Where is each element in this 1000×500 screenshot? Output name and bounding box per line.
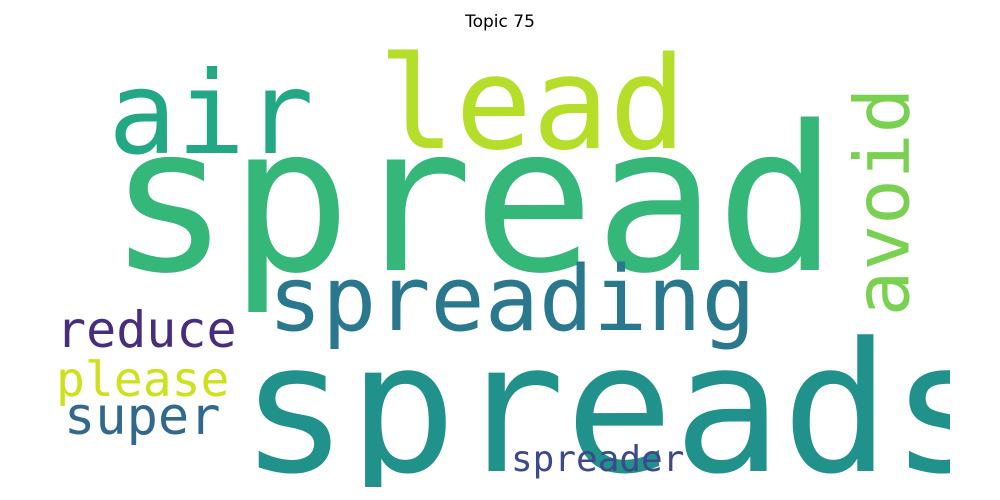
word-spreader: spreader [511, 439, 685, 480]
chart-title: Topic 75 [465, 12, 535, 32]
word-air: air [108, 47, 314, 180]
word-reduce: reduce [56, 301, 237, 359]
word-please: please [56, 352, 230, 408]
word-spreads: spreads [240, 305, 950, 488]
word-cloud: spread spreads spreading air lead avoid … [50, 37, 950, 488]
word-super: super [64, 387, 221, 447]
word-avoid: avoid [837, 87, 927, 317]
word-lead: lead [378, 37, 687, 179]
word-spread: spread [108, 82, 838, 318]
word-spreading: spreading [268, 247, 756, 352]
